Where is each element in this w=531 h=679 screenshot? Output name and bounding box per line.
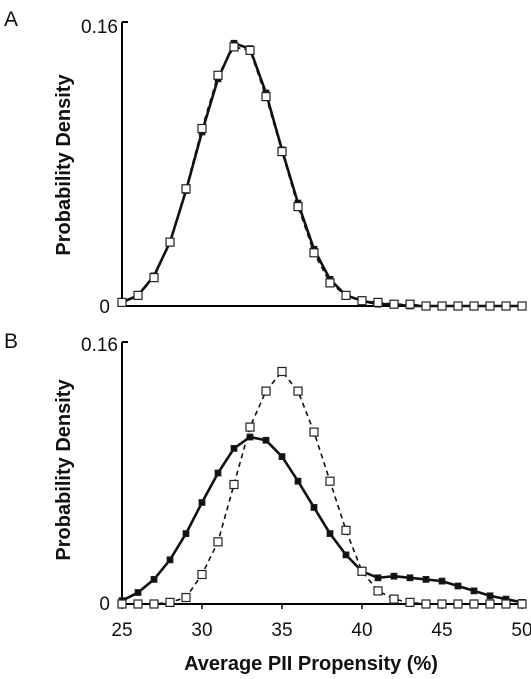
data-point-b-2 xyxy=(165,597,175,608)
data-point-b-1 xyxy=(326,530,334,537)
y-axis-label-b: Probability Density xyxy=(53,379,75,561)
data-point-b-2 xyxy=(229,479,239,490)
data-point-a-2 xyxy=(309,248,319,258)
data-point-b-1 xyxy=(374,574,382,582)
data-point-b-1 xyxy=(470,587,478,595)
data-point-b-2 xyxy=(501,599,511,609)
x-tick-label: 40 xyxy=(351,620,372,641)
x-tick-label: 30 xyxy=(191,620,212,641)
data-point-b-2 xyxy=(405,597,415,608)
data-point-a-2 xyxy=(357,296,367,306)
data-point-b-1 xyxy=(438,577,446,585)
data-point-a-2 xyxy=(501,301,511,311)
data-point-a-2 xyxy=(293,202,303,212)
data-point-b-2 xyxy=(309,427,319,437)
data-point-b-1 xyxy=(342,551,350,559)
data-point-a-2 xyxy=(389,299,399,309)
data-point-b-1 xyxy=(390,572,398,580)
data-point-a-2 xyxy=(133,290,143,300)
data-point-a-2 xyxy=(197,123,207,134)
series-line-a-2 xyxy=(121,45,522,307)
data-point-a-2 xyxy=(437,301,447,311)
data-point-b-1 xyxy=(422,576,430,583)
data-point-b-1 xyxy=(294,477,302,485)
data-point-a-2 xyxy=(245,45,255,56)
x-tick-label: 25 xyxy=(111,620,132,641)
data-point-b-2 xyxy=(213,537,223,547)
data-point-b-2 xyxy=(149,599,159,609)
data-point-b-2 xyxy=(357,566,367,576)
data-point-b-2 xyxy=(421,599,431,609)
data-point-b-2 xyxy=(437,599,447,609)
y-tick-top-b: 0.16 xyxy=(81,335,118,356)
data-point-b-2 xyxy=(325,476,335,486)
data-point-b-2 xyxy=(261,386,271,396)
data-point-a-2 xyxy=(181,184,191,194)
data-point-b-2 xyxy=(117,599,127,609)
series-line-b-2 xyxy=(122,370,522,605)
data-point-b-2 xyxy=(485,599,495,609)
data-point-a-2 xyxy=(149,273,159,283)
data-point-b-2 xyxy=(453,599,463,609)
data-point-a-2 xyxy=(405,299,415,309)
data-point-a-2 xyxy=(117,297,127,307)
data-point-b-2 xyxy=(469,599,479,609)
data-point-b-2 xyxy=(245,422,255,432)
data-point-b-1 xyxy=(278,453,286,461)
data-point-b-1 xyxy=(150,576,158,583)
data-point-b-2 xyxy=(197,569,207,580)
panel-a: A Probability Density 0.16 0 xyxy=(4,8,527,318)
data-point-a-2 xyxy=(341,290,351,300)
data-point-b-1 xyxy=(214,469,222,477)
data-point-b-2 xyxy=(517,599,527,609)
data-point-a-2 xyxy=(277,147,287,157)
x-axis-label: Average PII Propensity (%) xyxy=(184,653,438,675)
data-point-b-1 xyxy=(134,589,142,596)
data-point-b-2 xyxy=(133,599,143,609)
data-point-b-1 xyxy=(198,499,206,506)
x-tick-label: 35 xyxy=(271,620,292,641)
y-tick-bottom-a: 0 xyxy=(99,297,110,318)
x-tick-label: 45 xyxy=(431,620,452,641)
data-point-a-2 xyxy=(469,301,479,311)
data-point-a-2 xyxy=(325,278,335,288)
data-point-b-2 xyxy=(341,525,351,535)
data-point-b-1 xyxy=(310,503,318,511)
data-point-a-2 xyxy=(453,301,463,311)
y-tick-top-a: 0.16 xyxy=(81,17,118,38)
data-point-a-2 xyxy=(485,301,495,311)
series-line-b-1 xyxy=(121,435,523,604)
data-point-a-2 xyxy=(261,91,271,102)
data-point-b-2 xyxy=(181,592,191,603)
y-axis-label-a: Probability Density xyxy=(53,74,75,256)
data-point-b-2 xyxy=(373,586,383,596)
data-point-b-1 xyxy=(182,530,190,537)
data-point-a-2 xyxy=(213,70,223,80)
data-point-a-2 xyxy=(421,301,431,311)
data-point-b-2 xyxy=(293,386,303,396)
data-point-b-1 xyxy=(262,436,270,444)
data-point-a-2 xyxy=(165,237,175,247)
panel-label-a: A xyxy=(4,8,18,31)
data-point-a-2 xyxy=(517,301,527,311)
data-point-b-2 xyxy=(389,594,399,604)
y-tick-bottom-b: 0 xyxy=(99,594,110,615)
data-point-b-1 xyxy=(406,574,414,582)
data-point-b-1 xyxy=(486,592,494,600)
data-point-a-2 xyxy=(229,42,239,52)
data-point-b-1 xyxy=(166,556,174,564)
data-point-b-1 xyxy=(230,444,238,452)
data-point-a-2 xyxy=(373,297,383,307)
data-point-b-1 xyxy=(454,582,462,590)
panel-b: B Probability Density 0.16 0 Average PII… xyxy=(4,330,531,675)
data-point-b-2 xyxy=(277,366,287,377)
x-tick-label: 50 xyxy=(511,620,531,641)
panel-label-b: B xyxy=(4,330,18,353)
